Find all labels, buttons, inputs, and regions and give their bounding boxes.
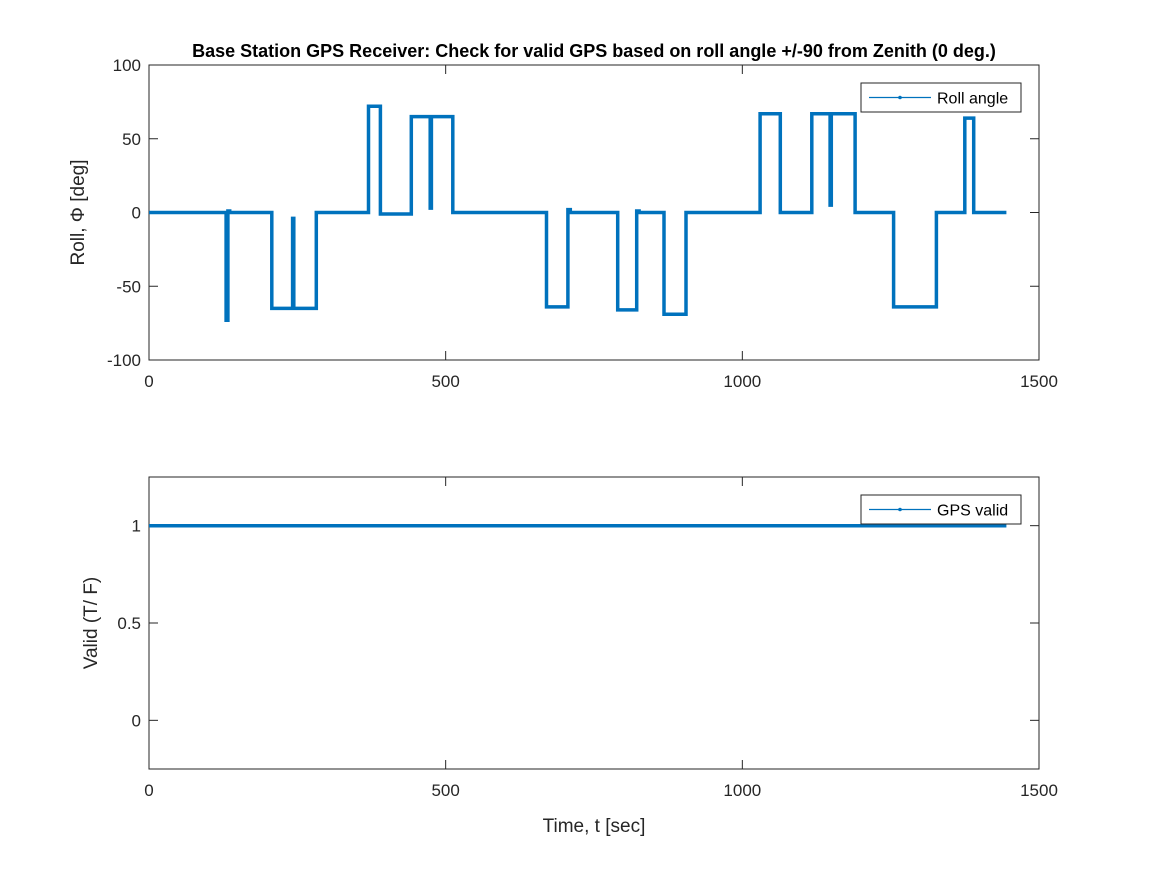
legend-entry: GPS valid (937, 503, 1008, 520)
series-line (149, 104, 1007, 322)
x-tick-label: 500 (431, 372, 459, 391)
y-axis-label: Valid (T/ F) (81, 577, 102, 670)
y-tick-label: -100 (107, 351, 141, 370)
legend-marker (898, 95, 902, 100)
chart-title: Base Station GPS Receiver: Check for val… (192, 41, 996, 61)
legend-entry: Roll angle (937, 91, 1008, 108)
y-tick-label: 1 (132, 517, 141, 536)
x-tick-label: 0 (144, 372, 153, 391)
x-axis-label: Time, t [sec] (543, 816, 646, 837)
y-tick-label: 100 (113, 56, 141, 75)
y-axis-label: Roll, Φ [deg] (68, 160, 89, 266)
y-tick-label: -50 (116, 277, 141, 296)
roll-angle-panel: 0 500 1000 1500 -100 -50 0 50 100 Roll, Φ [deg] Ro… (68, 56, 1058, 391)
gps-valid-panel: 0 500 1000 1500 0 0.5 1 Valid (T/ F) Time, t [se… (81, 476, 1058, 837)
x-tick-label: 1000 (723, 781, 761, 800)
legend-marker (898, 507, 902, 512)
y-tick-label: 0 (132, 711, 141, 730)
y-tick-label: 0 (132, 204, 141, 223)
x-tick-label: 1500 (1020, 781, 1058, 800)
x-tick-label: 0 (144, 781, 153, 800)
x-tick-label: 500 (431, 781, 459, 800)
x-tick-label: 1500 (1020, 372, 1058, 391)
y-tick-label: 50 (122, 130, 141, 149)
y-tick-label: 0.5 (117, 614, 141, 633)
x-tick-label: 1000 (723, 372, 761, 391)
